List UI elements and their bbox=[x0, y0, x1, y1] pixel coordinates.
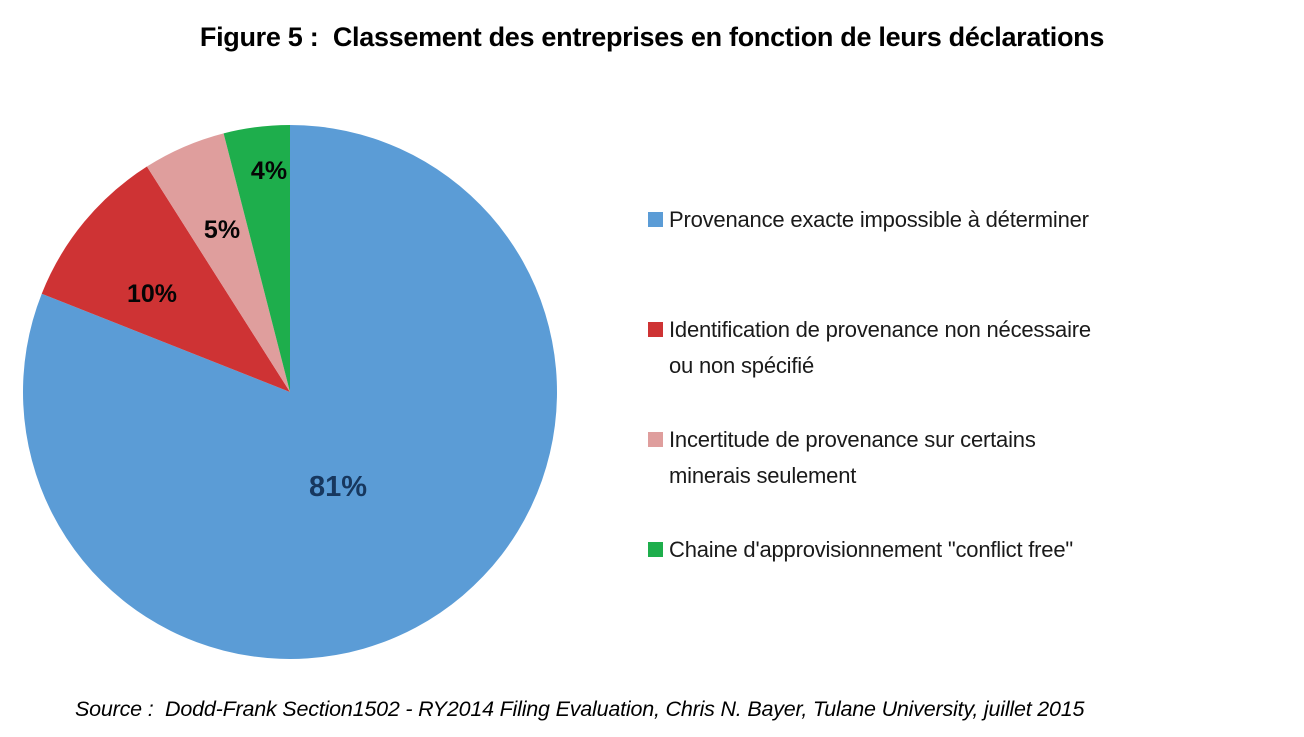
legend-item-identification-non-necessaire: Identification de provenance non nécessa… bbox=[648, 312, 1091, 384]
legend-swatch-red-icon bbox=[648, 322, 663, 337]
legend-label-line: Incertitude de provenance sur certains bbox=[669, 427, 1036, 452]
legend-label-line: ou non spécifié bbox=[669, 353, 814, 378]
pie-slice-2 bbox=[41, 166, 290, 392]
legend-item-provenance-indeterminable: Provenance exacte impossible à détermine… bbox=[648, 202, 1089, 238]
pie-chart: 81% 10% 5% 4% bbox=[23, 125, 558, 659]
legend-label: Incertitude de provenance sur certains m… bbox=[669, 422, 1036, 494]
legend-swatch-green-icon bbox=[648, 542, 663, 557]
legend-swatch-pink-icon bbox=[648, 432, 663, 447]
chart-legend: Provenance exacte impossible à détermine… bbox=[648, 0, 1208, 737]
legend-item-conflict-free: Chaine d'approvisionnement "conflict fre… bbox=[648, 532, 1073, 568]
figure-title: Figure 5 : Classement des entreprises en… bbox=[199, 22, 1105, 52]
pie-slice-label-3: 5% bbox=[204, 216, 240, 244]
legend-item-incertitude-certains-minerais: Incertitude de provenance sur certains m… bbox=[648, 422, 1036, 494]
legend-label: Chaine d'approvisionnement "conflict fre… bbox=[669, 532, 1073, 568]
pie-slice-1 bbox=[23, 125, 558, 659]
legend-label-line: Provenance exacte impossible à détermine… bbox=[669, 207, 1089, 232]
source-note: Source : Dodd-Frank Section1502 - RY2014… bbox=[75, 697, 1085, 721]
pie-slice-label-2: 10% bbox=[127, 280, 177, 308]
pie-slice-label-4: 4% bbox=[251, 157, 287, 185]
pie-slice-label-1: 81% bbox=[309, 471, 367, 503]
legend-label-line: Identification de provenance non nécessa… bbox=[669, 317, 1091, 342]
legend-label-line: Chaine d'approvisionnement "conflict fre… bbox=[669, 537, 1073, 562]
legend-swatch-blue-icon bbox=[648, 212, 663, 227]
pie-slice-3 bbox=[146, 133, 290, 392]
legend-label: Provenance exacte impossible à détermine… bbox=[669, 202, 1089, 238]
pie-slice-4 bbox=[223, 125, 290, 392]
legend-label: Identification de provenance non nécessa… bbox=[669, 312, 1091, 384]
legend-label-line: minerais seulement bbox=[669, 463, 857, 488]
